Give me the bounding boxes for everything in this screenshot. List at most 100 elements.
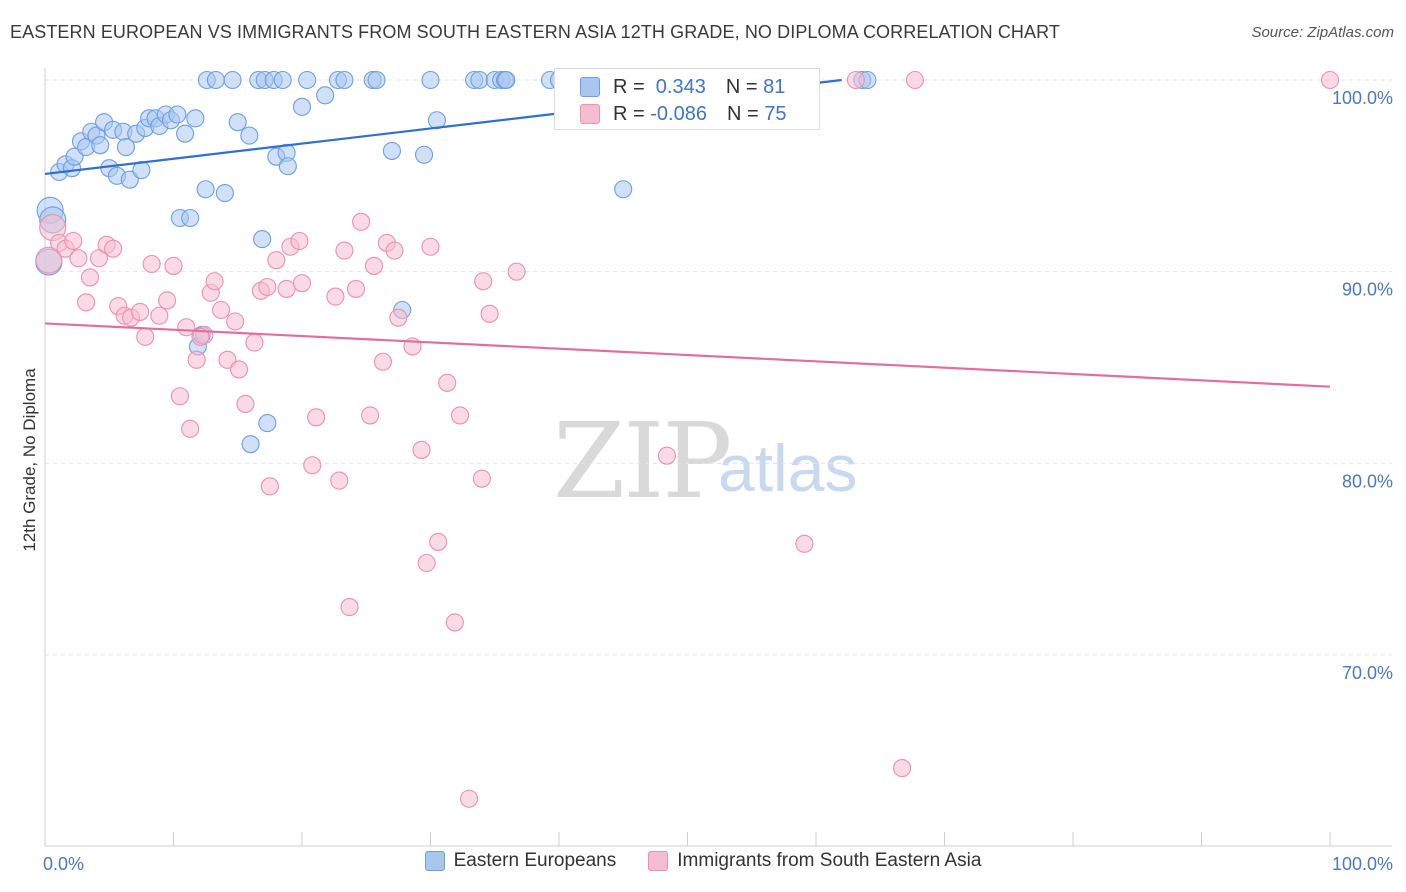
point-blue-53	[316, 86, 335, 105]
point-pink-70	[846, 70, 865, 90]
point-blue-31	[186, 109, 205, 128]
point-pink-57	[417, 553, 436, 573]
legend-swatch-blue	[424, 851, 445, 871]
correlation-stats-box: R = 0.343 N = 81 R = -0.086 N = 75	[554, 68, 820, 130]
point-pink-65	[474, 272, 493, 291]
point-pink-28	[218, 350, 237, 369]
stats-n-label-1: N =	[725, 75, 764, 98]
legend-item-eastern-europeans[interactable]: Eastern Europeans	[424, 850, 617, 872]
point-pink-15	[136, 327, 155, 346]
point-pink-27	[211, 300, 231, 320]
point-blue-80	[497, 70, 516, 90]
point-pink-51	[373, 352, 393, 371]
stats-swatch-blue	[580, 77, 600, 97]
point-blue-27	[168, 105, 187, 124]
point-pink-23	[187, 350, 206, 369]
stats-r-label-1: R =	[613, 75, 651, 98]
point-pink-10	[104, 239, 123, 258]
point-pink-60	[438, 373, 457, 392]
point-pink-46	[340, 598, 359, 617]
point-pink-48	[352, 212, 371, 231]
source-credit: Source: ZipAtlas.com	[1251, 24, 1394, 41]
point-pink-61	[445, 613, 464, 632]
point-blue-55	[335, 70, 354, 90]
legend-item-se-asia[interactable]: Immigrants from South Eastern Asia	[648, 850, 981, 872]
point-blue-52	[298, 70, 317, 90]
point-blue-57	[367, 70, 386, 90]
point-pink-72	[905, 70, 924, 90]
point-pink-30	[229, 360, 249, 379]
watermark-atlas: atlas	[718, 431, 858, 505]
point-blue-50	[278, 157, 297, 176]
point-pink-54	[389, 308, 408, 327]
point-pink-32	[245, 333, 264, 352]
point-blue-34	[196, 180, 215, 199]
point-blue-40	[240, 126, 259, 145]
point-pink-8	[89, 249, 109, 268]
point-pink-40	[292, 274, 312, 293]
point-pink-22	[181, 419, 200, 438]
point-pink-6	[77, 293, 96, 312]
point-blue-36	[206, 70, 225, 90]
x-tick-label-100: 100.0%	[1332, 854, 1393, 874]
point-blue-18	[120, 170, 139, 189]
stats-r-label-2: R =	[613, 102, 651, 125]
stats-n-label-2: N =	[726, 102, 765, 125]
watermark-zip: ZIP	[553, 400, 732, 522]
point-pink-31	[236, 394, 255, 413]
point-pink-59	[429, 532, 448, 551]
point-pink-35	[260, 477, 279, 496]
point-pink-73	[1320, 70, 1340, 90]
point-pink-41	[303, 456, 322, 475]
point-blue-17	[116, 138, 136, 157]
point-pink-63	[459, 789, 479, 808]
point-pink-43	[326, 287, 345, 306]
point-blue-60	[415, 145, 434, 164]
point-pink-64	[472, 469, 491, 488]
point-blue-11	[91, 136, 110, 155]
point-blue-6	[65, 147, 84, 166]
legend-swatch-pink	[648, 851, 669, 871]
point-pink-56	[412, 440, 431, 459]
point-pink-69	[795, 534, 814, 553]
point-blue-44	[253, 230, 272, 249]
point-pink-36	[267, 251, 286, 270]
point-pink-71	[893, 759, 912, 778]
point-pink-67	[507, 262, 526, 281]
point-pink-34	[258, 277, 277, 297]
point-pink-45	[335, 241, 354, 260]
point-pink-47	[346, 279, 366, 298]
chart-legend: Eastern Europeans Immigrants from South …	[0, 850, 1406, 872]
x-tick-label-0: 0.0%	[43, 854, 84, 874]
point-pink-50	[364, 256, 384, 275]
stats-n-value-2: 75	[764, 102, 787, 125]
point-pink-18	[158, 291, 177, 310]
point-pink-29	[226, 312, 245, 331]
point-pink-62	[451, 406, 470, 425]
y-tick-label-90: 90.0%	[1342, 280, 1393, 300]
point-pink-4	[64, 231, 83, 251]
point-pink-39	[290, 231, 309, 251]
point-pink-53	[385, 241, 404, 260]
stats-r-value-2: -0.086	[650, 102, 707, 125]
y-tick-label-80: 80.0%	[1342, 471, 1393, 491]
point-blue-48	[273, 70, 292, 90]
point-pink-14	[131, 302, 150, 321]
y-tick-label-100: 100.0%	[1332, 88, 1393, 108]
stats-swatch-pink	[580, 104, 600, 124]
point-pink-42	[307, 408, 326, 427]
point-pink-17	[150, 306, 169, 325]
point-blue-28	[176, 124, 195, 143]
point-blue-61	[421, 70, 440, 90]
point-blue-41	[241, 435, 260, 454]
point-pink-66	[480, 304, 499, 323]
stats-n-value-1: 81	[763, 75, 786, 98]
y-tick-label-70: 70.0%	[1342, 663, 1393, 683]
point-pink-19	[164, 256, 183, 275]
point-pink-58	[421, 237, 440, 256]
chart-title: EASTERN EUROPEAN VS IMMIGRANTS FROM SOUT…	[10, 22, 1061, 42]
legend-label-se-asia: Immigrants from South Eastern Asia	[677, 850, 982, 871]
legend-label-eastern-europeans: Eastern Europeans	[453, 850, 617, 871]
point-pink-44	[330, 471, 349, 490]
